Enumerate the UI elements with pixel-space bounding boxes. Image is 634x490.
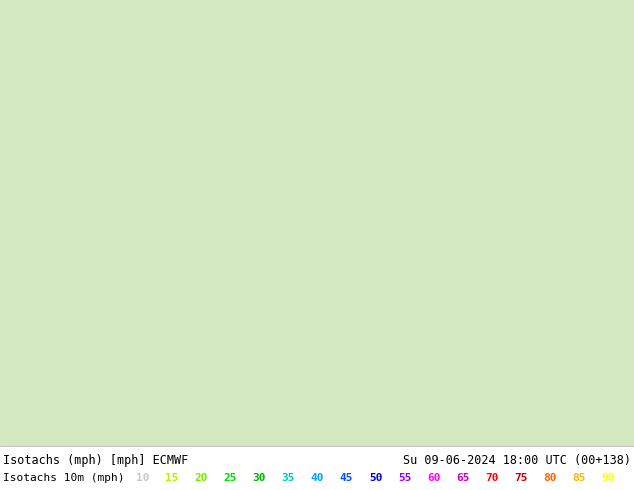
Text: 60: 60: [427, 473, 441, 483]
Text: 75: 75: [514, 473, 528, 483]
Text: 70: 70: [486, 473, 499, 483]
Text: 90: 90: [602, 473, 615, 483]
Text: 35: 35: [281, 473, 295, 483]
Text: 20: 20: [195, 473, 208, 483]
Text: Isotachs (mph) [mph] ECMWF: Isotachs (mph) [mph] ECMWF: [3, 454, 188, 467]
Text: 10: 10: [136, 473, 150, 483]
Text: 55: 55: [398, 473, 411, 483]
Text: 65: 65: [456, 473, 470, 483]
Text: 25: 25: [224, 473, 237, 483]
Text: Su 09-06-2024 18:00 UTC (00+138): Su 09-06-2024 18:00 UTC (00+138): [403, 454, 631, 467]
Text: 80: 80: [543, 473, 557, 483]
Text: 85: 85: [573, 473, 586, 483]
Text: 50: 50: [369, 473, 382, 483]
Text: 15: 15: [165, 473, 179, 483]
Text: 30: 30: [253, 473, 266, 483]
Text: Isotachs 10m (mph): Isotachs 10m (mph): [3, 473, 125, 483]
Text: 40: 40: [311, 473, 325, 483]
Text: 45: 45: [340, 473, 353, 483]
